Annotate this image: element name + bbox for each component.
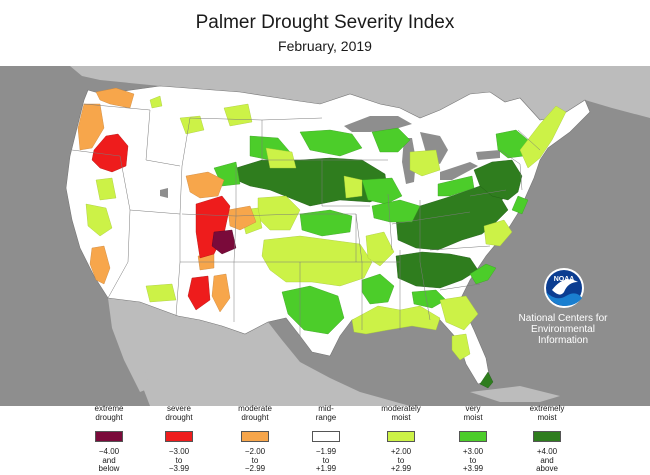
legend-range-line: below xyxy=(98,464,120,474)
legend-range-mid-range: −1.99 to +1.99 xyxy=(296,447,356,474)
legend-top-line: extremely xyxy=(529,404,565,413)
legend-top-line: very xyxy=(465,404,481,413)
legend-range-line: −3.00 xyxy=(168,447,190,456)
legend-label-moderate-drought: moderate drought xyxy=(215,404,295,422)
legend-top-line: moderate xyxy=(238,404,272,413)
legend-range-moderate-drought: −2.00 to −2.99 xyxy=(225,447,285,474)
state-borders xyxy=(71,103,541,336)
moderately-moist-regions xyxy=(85,95,567,361)
legend-range-line: −4.00 xyxy=(98,447,120,456)
legend-swatch-severe-drought xyxy=(165,431,193,442)
legend-range-line: to xyxy=(397,455,405,465)
legend-range-line: −1.99 xyxy=(315,447,337,456)
cuba-land xyxy=(470,386,560,402)
legend-range-line: −2.00 xyxy=(244,447,266,456)
legend-top-line: drought xyxy=(165,413,193,422)
ncei-label-line-1: National Centers for xyxy=(518,313,608,324)
map-subtitle: February, 2019 xyxy=(278,38,372,54)
mexico-land xyxy=(108,298,410,406)
great-salt-lake xyxy=(160,188,168,198)
legend-top-line: moist xyxy=(463,413,483,422)
lake-superior xyxy=(344,116,412,132)
baja-land xyxy=(108,298,150,392)
legend-range-line: and xyxy=(102,455,116,465)
canada-land xyxy=(0,66,650,120)
lake-ontario xyxy=(476,150,500,160)
legend-range-line: +2.99 xyxy=(390,464,412,474)
legend-range-line: to xyxy=(469,455,477,465)
ncei-label-line-2: Environmental xyxy=(531,324,595,335)
map-title: Palmer Drought Severity Index xyxy=(195,12,455,33)
drought-map: NOAA xyxy=(0,66,650,406)
legend-range-line: +3.99 xyxy=(462,464,484,474)
legend-range-severe-drought: −3.00 to −3.99 xyxy=(149,447,209,474)
legend-label-mid-range: mid- range xyxy=(286,404,366,422)
lake-erie xyxy=(440,162,478,180)
legend-top-line: extreme xyxy=(94,404,124,413)
legend-range-line: above xyxy=(536,464,558,474)
legend-label-extremely-moist: extremely moist xyxy=(507,404,587,422)
legend-range-line: to xyxy=(175,455,183,465)
ncei-label-line-3: Information xyxy=(537,335,589,346)
legend-label-severe-drought: severe drought xyxy=(139,404,219,422)
legend-top-line: moderately xyxy=(381,404,421,413)
legend-label-extreme-drought: extreme drought xyxy=(69,404,149,422)
noaa-logo: NOAA xyxy=(544,268,584,308)
legend-top-line: range xyxy=(315,413,337,422)
legend-swatch-moderate-drought xyxy=(241,431,269,442)
legend-range-line: +3.00 xyxy=(462,447,484,456)
legend-top-line: drought xyxy=(241,413,269,422)
legend-range-line: −3.99 xyxy=(168,464,190,474)
legend-top-line: severe xyxy=(166,404,191,413)
legend-range-line: +1.99 xyxy=(315,464,337,474)
legend-top-line: mid- xyxy=(318,404,334,413)
legend-range-line: +2.00 xyxy=(390,447,412,456)
legend-range-very-moist: +3.00 to +3.99 xyxy=(443,447,503,474)
lake-michigan xyxy=(402,138,416,184)
legend-range-line: −2.99 xyxy=(244,464,266,474)
legend-swatch-moderately-moist xyxy=(387,431,415,442)
moderate-drought-regions xyxy=(77,87,257,313)
legend-range-line: to xyxy=(322,455,330,465)
legend-label-moderately-moist: moderately moist xyxy=(361,404,441,422)
legend-label-very-moist: very moist xyxy=(433,404,513,422)
extreme-drought-regions xyxy=(211,229,237,255)
legend-top-line: moist xyxy=(537,413,557,422)
very-moist-regions xyxy=(213,127,529,335)
legend-swatch-very-moist xyxy=(459,431,487,442)
legend-range-line: +4.00 xyxy=(536,447,558,456)
legend-range-extreme-drought: −4.00 and below xyxy=(79,447,139,474)
noaa-logo-text: NOAA xyxy=(554,276,575,283)
legend-top-line: drought xyxy=(95,413,123,422)
legend-swatch-extreme-drought xyxy=(95,431,123,442)
legend-range-line: and xyxy=(540,455,554,465)
legend-swatch-extremely-moist xyxy=(533,431,561,442)
legend-range-moderately-moist: +2.00 to +2.99 xyxy=(371,447,431,474)
legend-top-line: moist xyxy=(391,413,411,422)
severe-drought-regions xyxy=(91,133,231,311)
legend-swatch-mid-range xyxy=(312,431,340,442)
legend-range-line: to xyxy=(251,455,259,465)
legend-range-extremely-moist: +4.00 and above xyxy=(517,447,577,474)
